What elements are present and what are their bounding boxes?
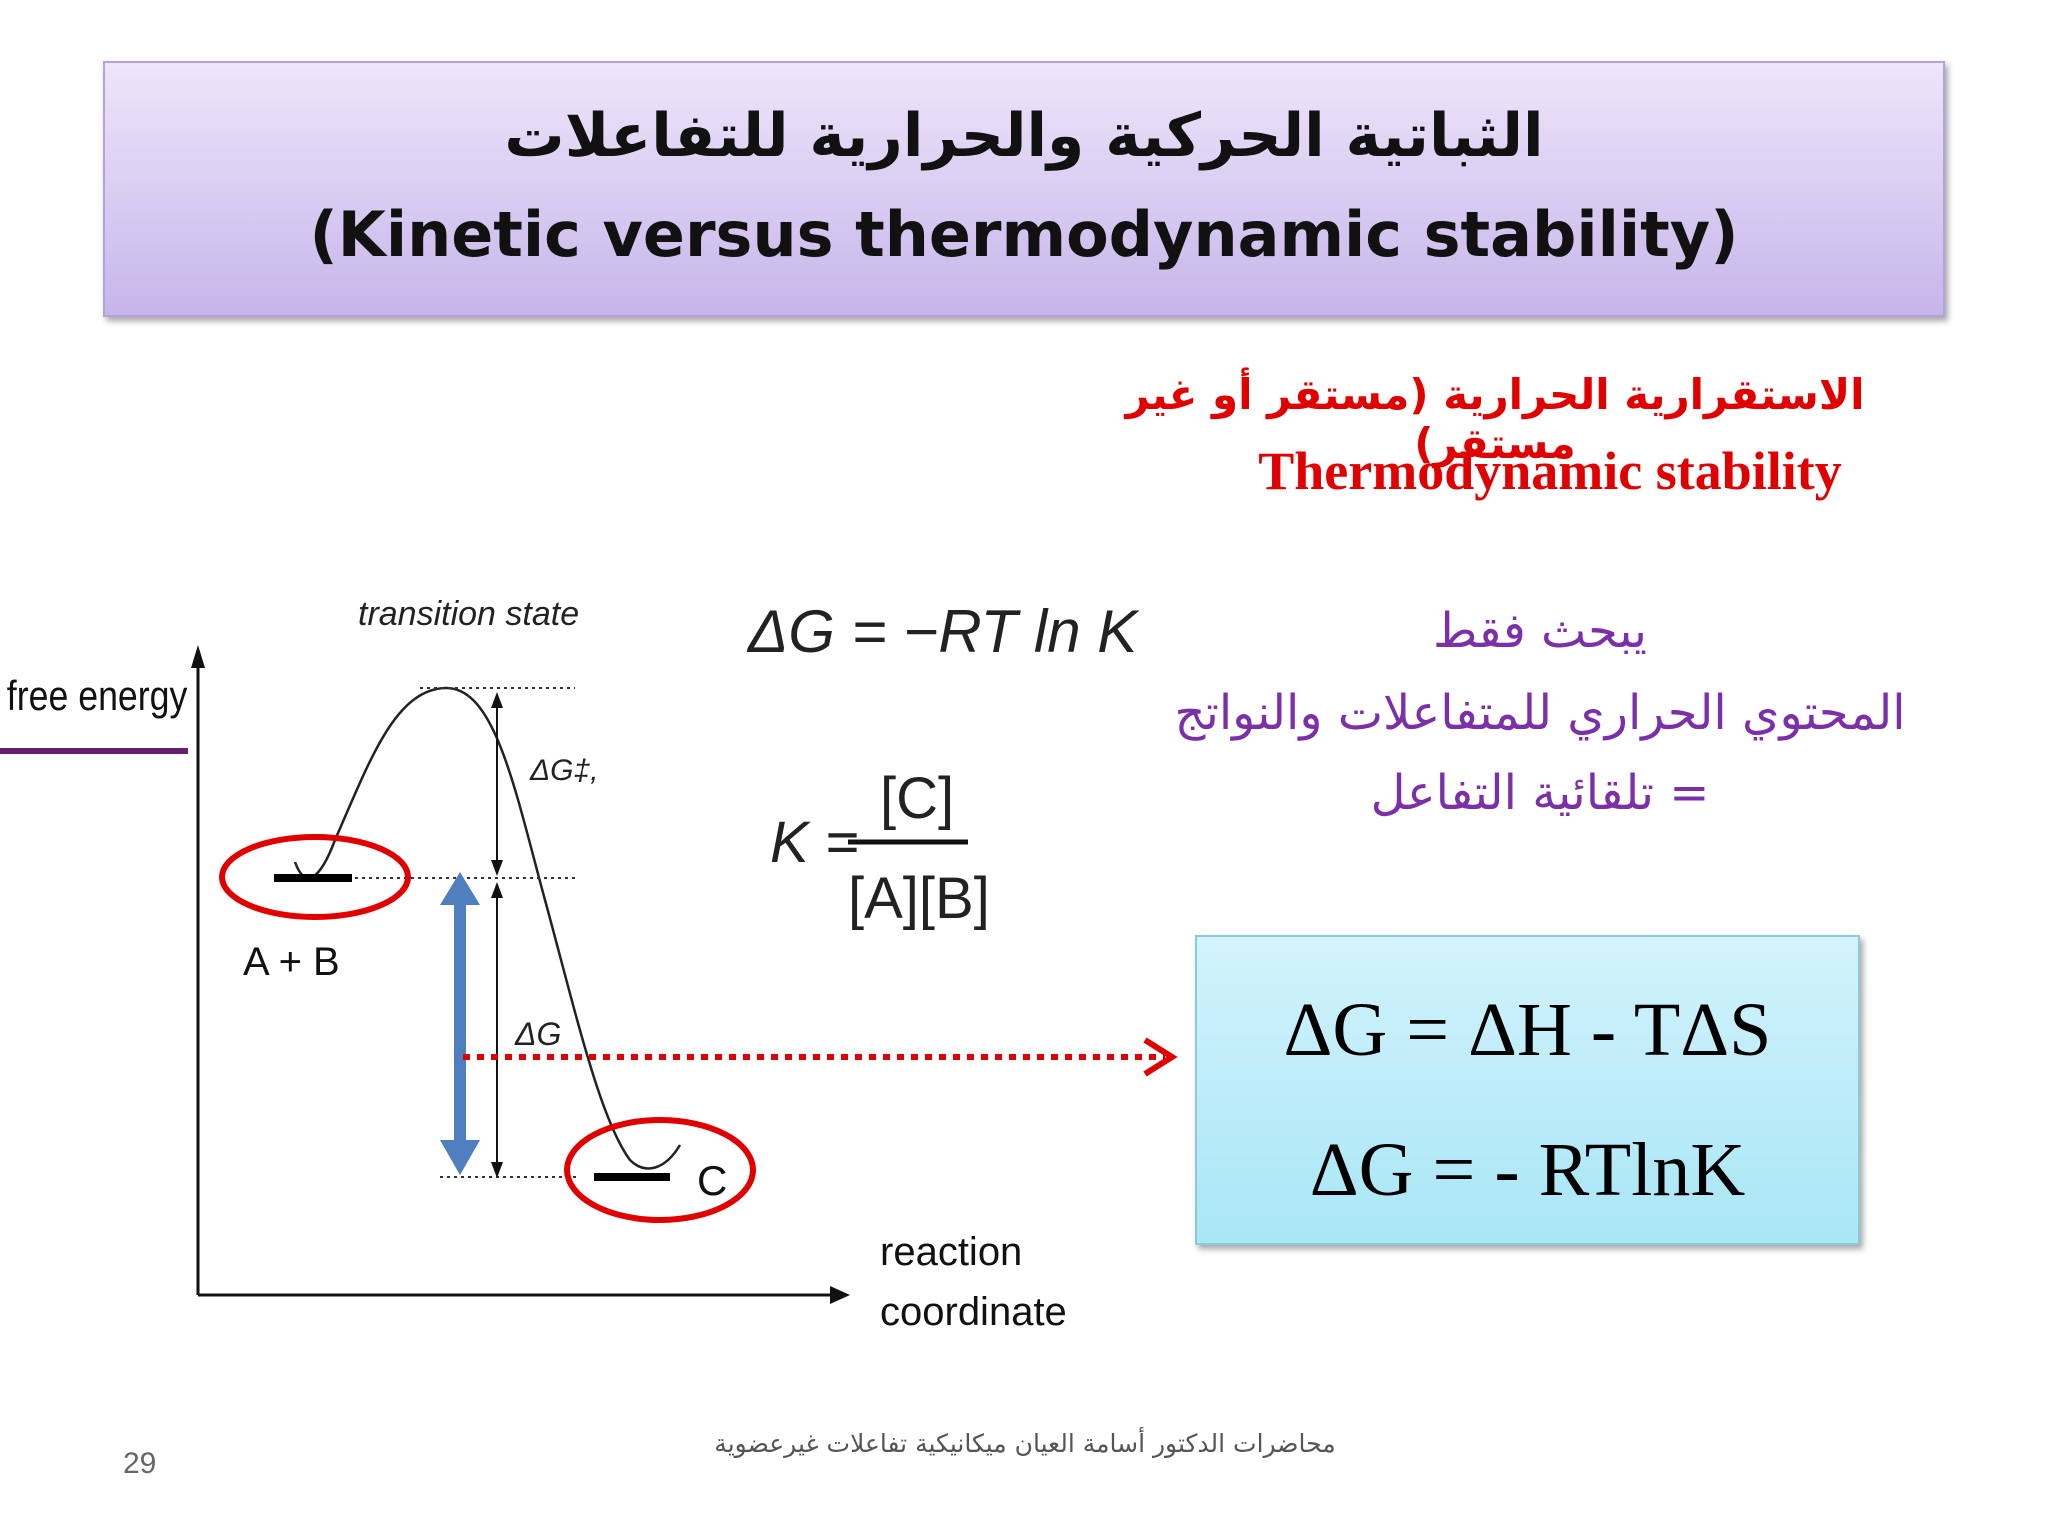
description-line-1: يبحث فقط [1432,603,1647,659]
thermo-heading-arabic: الاستقرارية الحرارية (مستقر أو غير مستقر… [1125,370,1865,468]
transition-state-label: transition state [358,595,579,633]
product-highlight-circle [564,1117,756,1223]
y-axis-label: free energy [7,673,188,719]
delta-g-arrow-down-icon [491,1162,503,1178]
activation-arrow-up-icon [491,692,503,708]
energy-curve [293,686,682,1170]
title-banner: الثباتية الحركية والحرارية للتفاعلات (Ki… [103,61,1945,317]
blue-arrow-down-icon [440,1140,480,1175]
k-denominator: [A][B] [848,866,990,931]
left-accent-bar [0,748,188,754]
gibbs-equation: ΔG = ΔH - TΔS [1283,988,1772,1072]
reactant-highlight-circle [219,834,411,920]
thermo-heading-english: Thermodynamic stability [1258,441,1842,501]
x-axis-arrow-icon [830,1286,850,1304]
k-numerator: [C] [880,766,954,831]
delta-g-arrow-up-icon [491,882,503,898]
reactants-label: A + B [243,940,340,984]
page-number: 29 [123,1447,157,1480]
footer-credit: محاضرات الدكتور أسامة العيان ميكانيكية ت… [714,1429,1336,1458]
title-arabic: الثباتية الحركية والحرارية للتفاعلات [504,101,1544,171]
y-axis-arrow-icon [191,645,205,668]
red-arrow-head-icon [1143,1037,1178,1077]
equations-box: ΔG = ΔH - TΔS ΔG = - RTlnK [1195,935,1860,1245]
x-axis-label-line2: coordinate [880,1290,1067,1334]
product-label: C [697,1157,727,1204]
dg-rtlnk-formula: ΔG = −RT ln K [746,598,1140,665]
k-symbol: K = [770,810,859,875]
title-english: (Kinetic versus thermodynamic stability) [309,198,1739,271]
blue-arrow-up-icon [440,872,480,905]
description-line-2: المحتوي الحراري للمتفاعلات والنواتج [1174,685,1906,741]
activation-arrow-down-icon [491,860,503,876]
rtlnk-equation: ΔG = - RTlnK [1309,1128,1746,1212]
delta-g-label: ΔG [514,1016,561,1052]
x-axis-label-line1: reaction [880,1230,1022,1274]
description-line-3: = تلقائية التفاعل [1370,765,1710,821]
activation-energy-label: ΔG‡, [529,754,598,787]
